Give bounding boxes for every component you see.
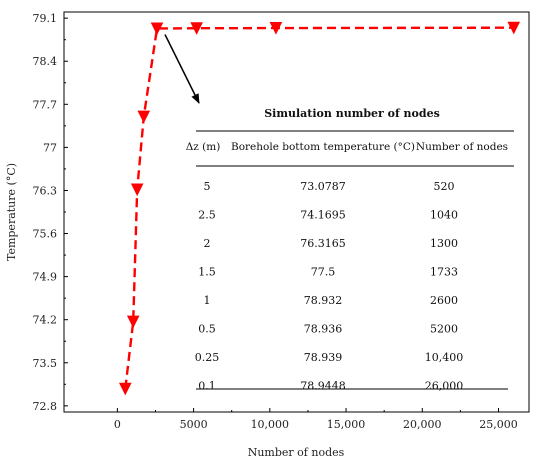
x-axis-title: Number of nodes	[248, 446, 345, 459]
table-cell: 5200	[430, 323, 458, 336]
x-tick-label: 20,000	[403, 418, 442, 431]
y-tick-label: 76.3	[33, 184, 58, 197]
y-axis: 72.8 73.5 74.2 74.9 75.6 76.3 77 77.7 78.4 79.1	[33, 12, 68, 413]
inset-table: Simulation number of nodes Δz (m) Boreho…	[186, 107, 514, 393]
x-tick-label: 5000	[180, 418, 208, 431]
data-point-marker	[130, 183, 144, 197]
x-tick-label: 25,000	[479, 418, 518, 431]
table-cell: 0.5	[198, 323, 216, 336]
table-cell: 2.5	[198, 209, 216, 222]
table-cell: 5	[204, 180, 211, 193]
y-tick-label: 74.2	[33, 314, 58, 327]
table-cell: 78.936	[304, 323, 343, 336]
inset-table-title: Simulation number of nodes	[264, 107, 440, 120]
table-cell: 0.25	[195, 351, 220, 364]
y-tick-label: 78.4	[33, 55, 58, 68]
data-point-marker	[150, 22, 164, 36]
table-cell: 73.0787	[300, 180, 346, 193]
y-tick-label: 77.7	[33, 98, 58, 111]
annotation-layer	[164, 34, 200, 104]
table-cell: 76.3165	[300, 237, 346, 250]
table-cell: 77.5	[311, 266, 336, 279]
table-cell: 78.9448	[300, 380, 346, 393]
table-cell: 26,000	[425, 380, 464, 393]
y-tick-label: 79.1	[33, 12, 58, 25]
data-point-marker	[118, 382, 132, 396]
y-tick-label: 73.5	[33, 357, 58, 370]
y-tick-label: 77	[43, 141, 57, 154]
table-cell: 520	[434, 180, 455, 193]
annotation-arrow	[164, 34, 200, 104]
y-tick-label: 72.8	[33, 400, 58, 413]
y-tick-label: 75.6	[33, 228, 58, 241]
table-cell: 1733	[430, 266, 458, 279]
series-line	[124, 26, 514, 389]
table-cell: 1.5	[198, 266, 216, 279]
x-tick-label: 10,000	[251, 418, 290, 431]
x-tick-label: 0	[114, 418, 121, 431]
table-cell: 0.1	[198, 380, 216, 393]
x-tick-label: 15,000	[327, 418, 366, 431]
table-cell: 1040	[430, 209, 458, 222]
y-tick-label: 74.9	[33, 271, 58, 284]
table-cell: 78.932	[304, 294, 343, 307]
data-point-marker	[269, 22, 283, 35]
table-cell: 1300	[430, 237, 458, 250]
series-layer	[118, 21, 521, 396]
data-point-marker	[507, 21, 521, 35]
inset-table-header-nodes: Number of nodes	[416, 141, 508, 153]
y-axis-title: Temperature (°C)	[5, 163, 18, 261]
data-point-marker	[126, 315, 140, 329]
x-axis: 0 5000 10,000 15,000 20,000 25,000	[114, 408, 518, 431]
table-cell: 2600	[430, 294, 458, 307]
data-point-marker	[137, 110, 151, 124]
inset-table-body: 5 73.0787 520 2.5 74.1695 1040 2 76.3165 1300 1.5…	[195, 180, 464, 393]
data-point-marker	[190, 22, 203, 35]
table-cell: 78.939	[304, 351, 343, 364]
table-cell: 10,400	[425, 351, 464, 364]
inset-table-header-temp: Borehole bottom temperature (°C)	[231, 141, 415, 153]
table-cell: 2	[204, 237, 211, 250]
table-cell: 74.1695	[300, 209, 346, 222]
inset-table-header-dz: Δz (m)	[186, 141, 221, 153]
table-cell: 1	[204, 294, 211, 307]
